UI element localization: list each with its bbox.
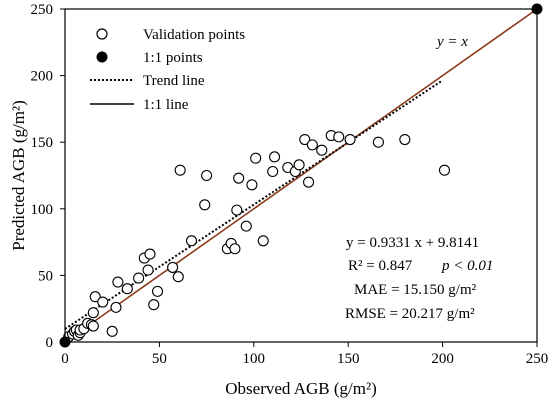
stat-rmse: RMSE = 20.217 g/m² — [345, 306, 475, 322]
validation-point — [142, 264, 154, 276]
validation-point — [97, 296, 109, 308]
x-tick-label: 250 — [526, 351, 549, 367]
x-axis-title: Observed AGB (g/m²) — [225, 379, 376, 398]
y-tick-label: 100 — [31, 202, 54, 218]
validation-point — [112, 276, 124, 288]
identity-line — [64, 8, 538, 343]
validation-point — [267, 165, 279, 178]
x-tick-label: 200 — [431, 351, 454, 367]
validation-point — [185, 235, 198, 247]
plot-area-frame — [64, 8, 538, 343]
trend-line-group — [64, 79, 444, 330]
validation-point — [269, 151, 281, 163]
y-axis-title: Predicted AGB (g/m²) — [9, 100, 28, 251]
validation-point — [372, 136, 384, 148]
legend: Validation points 1:1 points Trend line … — [90, 27, 245, 113]
legend-label-identity-line: 1:1 line — [143, 97, 189, 113]
validation-point — [438, 164, 451, 176]
legend-marker-validation — [96, 28, 108, 40]
x-tick-label: 150 — [337, 351, 360, 367]
validation-point — [233, 172, 245, 184]
validation-point — [110, 301, 122, 313]
x-tick-label: 100 — [243, 351, 266, 367]
x-tick-label: 0 — [61, 351, 69, 367]
validation-point — [144, 248, 156, 260]
stat-r-squared: R² = 0.847 — [348, 258, 413, 274]
y-tick-label: 50 — [38, 268, 53, 284]
validation-point — [148, 299, 160, 311]
x-tick-label: 50 — [152, 351, 167, 367]
validation-point — [87, 320, 99, 332]
validation-point — [231, 204, 243, 216]
validation-point — [250, 152, 262, 164]
validation-points-group — [63, 129, 451, 343]
validation-point — [172, 271, 184, 283]
validation-point — [199, 199, 211, 211]
validation-point — [229, 243, 241, 255]
stat-equation: y = 0.9331 x + 9.8141 — [346, 235, 479, 251]
legend-label-trend-line: Trend line — [143, 73, 205, 89]
stat-p-value: p < 0.01 — [441, 258, 493, 274]
validation-point — [333, 131, 345, 143]
validation-point — [121, 283, 133, 295]
validation-point — [87, 307, 99, 319]
identity-line-group — [64, 8, 538, 343]
validation-point — [344, 133, 356, 146]
validation-point — [257, 235, 269, 247]
validation-point — [293, 159, 305, 171]
trend-line — [64, 79, 444, 330]
axis-ticks-group: 0 50 100 150 200 250 0 50 100 150 200 250 — [31, 2, 549, 367]
validation-point — [201, 169, 213, 182]
validation-point — [299, 133, 311, 146]
validation-point — [89, 291, 101, 303]
validation-point — [399, 133, 411, 146]
y-tick-label: 250 — [31, 2, 54, 18]
validation-point — [106, 325, 118, 337]
legend-label-one-to-one: 1:1 points — [143, 50, 203, 66]
validation-point — [151, 285, 164, 297]
validation-point — [303, 176, 315, 188]
y-tick-label: 200 — [31, 69, 54, 85]
validation-point — [133, 272, 145, 284]
validation-point — [174, 164, 186, 176]
validation-point — [246, 179, 258, 191]
legend-marker-one-to-one — [96, 51, 108, 63]
validation-point — [240, 220, 252, 232]
line-label: y = x — [435, 34, 468, 50]
stat-mae: MAE = 15.150 g/m² — [354, 282, 477, 298]
y-tick-label: 0 — [46, 335, 54, 351]
validation-point — [167, 261, 179, 273]
legend-label-validation: Validation points — [143, 27, 245, 43]
y-tick-label: 150 — [31, 135, 54, 151]
validation-point — [306, 139, 318, 151]
validation-point — [316, 144, 328, 156]
statistics-box: y = 0.9331 x + 9.8141 R² = 0.847 p < 0.0… — [345, 235, 493, 322]
